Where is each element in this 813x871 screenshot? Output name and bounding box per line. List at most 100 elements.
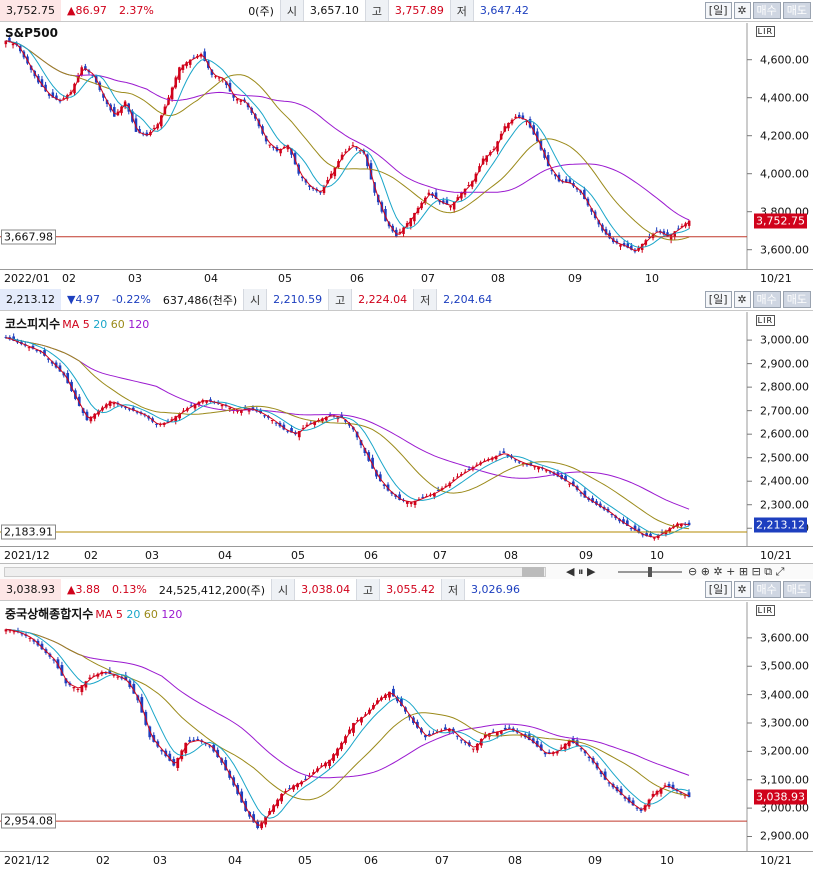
candle [459,739,463,744]
sp500-sell-button[interactable]: 매도 [782,2,811,19]
kospi-ma-label: MA [62,318,80,331]
shanghai-lir-icon[interactable]: LIR [755,605,775,616]
scroll-thumb[interactable] [522,567,544,577]
kospi-change-pct: -0.22% [111,293,151,306]
x-tick-label: 10 [660,854,674,867]
candle [340,152,344,161]
candle [539,741,543,752]
candle [282,422,286,431]
shanghai-open: 3,038.04 [301,583,351,596]
shanghai-sell-button[interactable]: 매도 [782,581,811,598]
y-tick-label: 2,500.00 [760,451,809,465]
shanghai-period-button[interactable]: [일] [704,581,732,598]
y-tick-label: 4,600.00 [760,53,809,67]
scroll-track[interactable] [4,567,546,577]
candle [93,413,97,422]
shanghai-ma-label: MA [95,608,113,621]
kospi-high: 2,224.04 [358,293,408,306]
candle [507,724,511,730]
kospi-low: 2,204.64 [443,293,493,306]
candle [405,501,409,508]
zoom-slider-knob[interactable] [648,567,652,577]
shanghai-gear-icon[interactable]: ✲ [733,581,751,598]
shanghai-level-tag: 2,954.08 [1,813,56,829]
kospi-scrollbar[interactable]: ◀ ⏸ ▶ ⊖ ⊕ ✲ + ⊞ ⊟ ⧉ ⤢ [0,563,813,579]
shanghai-price: 3,038.93 [0,579,61,600]
sp500-gear-icon[interactable]: ✲ [733,2,751,19]
candle [496,140,499,155]
candle [502,448,506,454]
candle [471,748,475,753]
shanghai-ma-legend: MA 5 20 60 120 [95,608,182,621]
shanghai-high-label: 고 [356,579,381,600]
kospi-volume: 637,486(천주) [162,293,238,307]
x-tick-label: 2021/12 [4,854,50,867]
sp500-volume: 0(주) [248,4,274,18]
zoom-slider[interactable] [618,567,682,577]
kospi-chart[interactable]: 코스피지수 MA 5 20 60 120 LIR 3,000.00 2,900.00… [0,312,813,546]
sp500-open: 3,657.10 [309,4,359,17]
candle [28,637,32,642]
x-tick-label: 05 [291,549,305,562]
candle [4,40,8,48]
kospi-buy-button[interactable]: 매수 [752,291,781,308]
kospi-sell-button[interactable]: 매도 [782,291,811,308]
x-axis-end-label: 10/21 [760,549,792,562]
shanghai-chart[interactable]: 중국상해종합지수 MA 5 20 60 120 LIR 3,600.00 3,500… [0,602,813,851]
sp500-period-button[interactable]: [일] [704,2,732,19]
candle [610,513,614,518]
candle [72,686,76,692]
candle [587,756,591,762]
sp500-chart[interactable]: S&P500 LIR 4,600.00 4,400.00 4,200.00 4,000… [0,23,813,269]
sp500-buy-button[interactable]: 매수 [752,2,781,19]
scroll-play-controls[interactable]: ◀ ⏸ ▶ [566,565,596,578]
candle [31,343,35,350]
shanghai-title-text: 중국상해종합지수 [5,607,94,621]
y-tick-label: 3,000.00 [760,333,809,347]
sp500-title: S&P500 [5,26,58,40]
x-tick-label: 10 [650,549,664,562]
kospi-period-button[interactable]: [일] [704,291,732,308]
candle [308,185,311,191]
kospi-ma5-label: 5 [82,318,90,331]
x-tick-label: 08 [508,854,522,867]
candle [162,422,166,428]
shanghai-open-label: 시 [271,579,296,600]
candle [176,757,180,771]
x-tick-label: 04 [228,854,242,867]
x-tick-label: 07 [435,854,449,867]
sp500-lir-icon[interactable]: LIR [755,26,775,37]
candle [639,807,643,813]
candle [667,781,671,789]
candle [536,128,539,142]
candle [140,693,144,713]
sp500-current-price-tag: 3,752.75 [754,213,807,229]
candle [660,529,664,534]
x-tick-label: 02 [96,854,110,867]
candle [608,230,611,240]
y-tick-label: 2,700.00 [760,404,809,418]
x-tick-label: 05 [298,854,312,867]
candle [268,144,272,148]
ma60-line [5,337,690,530]
candle [288,785,291,790]
ma20-line [5,40,690,248]
candle [607,781,611,787]
kospi-lir-icon[interactable]: LIR [755,315,775,326]
x-tick-label: 08 [504,549,518,562]
kospi-gear-icon[interactable]: ✲ [733,291,751,308]
candle [378,471,382,482]
candle [232,94,235,102]
candle [651,790,655,798]
x-tick-label: 10 [645,272,659,285]
zoom-controls[interactable]: ⊖ ⊕ ✲ + ⊞ ⊟ ⧉ ⤢ [688,565,785,578]
y-tick-label: 2,300.00 [760,498,809,512]
x-tick-label: 06 [364,549,378,562]
y-tick-label: 3,400.00 [760,688,809,702]
shanghai-buy-button[interactable]: 매수 [752,581,781,598]
x-tick-label: 2021/12 [4,549,50,562]
kospi-ma-legend: MA 5 20 60 120 [62,318,149,331]
kospi-title: 코스피지수 MA 5 20 60 120 [5,315,149,332]
candle [192,54,196,59]
shanghai-ma60-label: 60 [143,608,158,621]
